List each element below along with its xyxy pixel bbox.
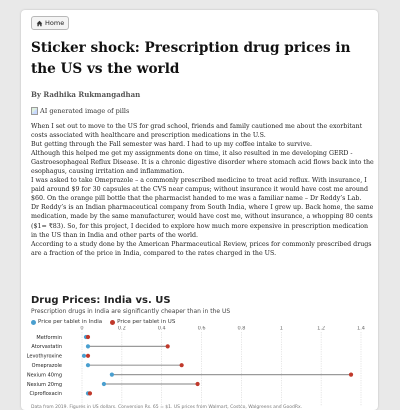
x-tick-label: 0.8 <box>237 326 245 332</box>
chart-title: Drug Prices: India vs. US <box>31 295 171 306</box>
chart-subtitle: Prescription drugs in India are signific… <box>31 308 231 315</box>
point-india <box>85 363 91 368</box>
x-tick-label: 0.2 <box>118 326 126 332</box>
x-tick-label: 0.4 <box>158 326 166 332</box>
article-paragraph: Although this helped me get my assignmen… <box>31 150 374 176</box>
point-us <box>179 363 184 368</box>
legend-item-india: Price per tablet in India <box>31 319 102 325</box>
point-us <box>87 391 93 396</box>
category-label: Ciprofloxacin <box>30 391 62 397</box>
category-label: Omeprazole <box>32 363 62 369</box>
article-paragraph: According to a study done by the America… <box>31 240 372 257</box>
chart-source-note: Data from 2019. Figures in US dollars. C… <box>31 405 303 410</box>
broken-image-icon <box>31 107 38 115</box>
x-tick-label: 1.2 <box>317 326 325 332</box>
point-india <box>81 353 87 358</box>
chart-legend: Price per tablet in India Price per tabl… <box>31 319 175 325</box>
legend-swatch-india <box>31 319 36 325</box>
point-india <box>101 381 107 387</box>
legend-label-us: Price per tablet in US <box>117 319 176 325</box>
dumbbell-chart: 0 0.2 0.4 0.6 0.8 1 1.2 1.4 Metformin Atorvastati… <box>27 326 365 406</box>
x-tick-label: 1 <box>280 326 283 332</box>
category-label: Atorvastatin <box>31 344 62 350</box>
post-title: Sticker shock: Prescription drug prices … <box>31 40 351 77</box>
point-us <box>85 353 91 358</box>
article-paragraph: When I set out to move to the US for gra… <box>31 123 363 140</box>
category-label: Metformin <box>36 335 62 341</box>
home-button[interactable]: Home <box>31 16 70 30</box>
point-us <box>85 334 91 340</box>
legend-item-us: Price per tablet in US <box>110 319 175 325</box>
article-body: When I set out to move to the US for gra… <box>31 122 374 258</box>
legend-swatch-us <box>110 319 116 325</box>
legend-label-india: Price per tablet in India <box>38 319 103 325</box>
post-byline: By Radhika Rukmangadhan <box>31 90 141 99</box>
hero-image: AI generated image of pills <box>31 107 129 115</box>
point-us <box>348 372 354 377</box>
x-tick-label: 0.6 <box>198 326 206 332</box>
home-label: Home <box>45 19 65 27</box>
x-tick-label: 0 <box>80 326 83 332</box>
category-label: Nexium 40mg <box>27 372 62 378</box>
category-label: Nexium 20mg <box>27 382 62 388</box>
hero-image-alt: AI generated image of pills <box>40 107 130 115</box>
point-us <box>165 344 170 349</box>
x-tick-label: 1.4 <box>357 326 365 332</box>
article-paragraph: I was asked to take Omeprazole – a commo… <box>31 177 368 203</box>
point-india <box>109 372 114 377</box>
category-label: Levothyroxine <box>27 354 62 360</box>
house-icon <box>36 20 43 27</box>
article-card: Home Sticker shock: Prescription drug pr… <box>21 10 378 410</box>
article-paragraph: Dr Reddy’s is an Indian pharmaceutical c… <box>31 204 374 239</box>
point-us <box>195 381 200 387</box>
article-paragraph: But getting through the Fall semester wa… <box>31 141 312 149</box>
point-india <box>85 344 91 349</box>
